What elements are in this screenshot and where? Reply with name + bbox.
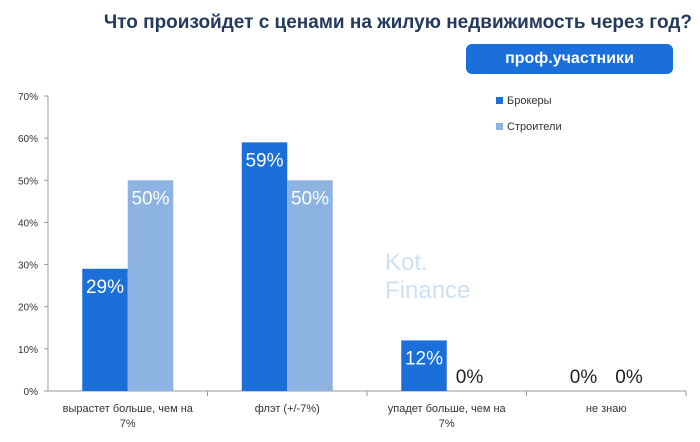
bar-builders	[127, 180, 174, 391]
x-tick-label: флэт (+/-7%)	[255, 403, 320, 415]
data-label: 12%	[405, 348, 443, 369]
y-tick-label: 0%	[24, 387, 39, 398]
x-tick-label: вырастет больше, чем на 7%	[63, 403, 194, 430]
data-label: 50%	[131, 188, 169, 209]
legend-label: Строители	[507, 121, 562, 133]
y-tick-label: 10%	[18, 345, 38, 356]
bar-brokers	[82, 268, 128, 391]
y-tick-label: 50%	[18, 176, 38, 187]
y-tick-label: 20%	[18, 303, 38, 314]
y-tick-label: 70%	[18, 92, 38, 103]
legend-swatch	[496, 123, 503, 130]
watermark-line1: Kot.	[385, 249, 428, 276]
subtitle-badge: проф.участники	[466, 44, 673, 74]
data-label: 0%	[570, 367, 598, 388]
bar-builders	[287, 180, 333, 391]
data-label: 0%	[456, 367, 484, 388]
data-label: 59%	[245, 150, 283, 171]
bar-brokers	[401, 340, 447, 391]
bar-brokers	[241, 142, 288, 391]
y-tick-label: 30%	[18, 261, 38, 272]
watermark-line2: Finance	[385, 277, 470, 304]
legend-swatch	[496, 97, 503, 104]
x-tick-label: не знаю	[586, 403, 627, 415]
chart-title: Что произойдет с ценами на жилую недвижи…	[103, 12, 692, 33]
legend-label: Брокеры	[507, 95, 552, 107]
y-tick-label: 60%	[18, 134, 38, 145]
x-tick-label: упадет больше, чем на 7%	[388, 403, 507, 430]
data-label: 29%	[86, 277, 124, 298]
data-label: 50%	[291, 188, 329, 209]
data-label: 0%	[615, 367, 643, 388]
y-tick-label: 40%	[18, 218, 38, 229]
